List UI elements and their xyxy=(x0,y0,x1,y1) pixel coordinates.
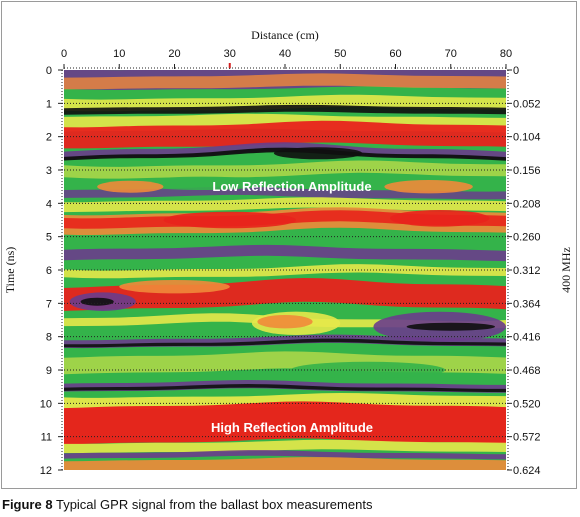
band-yellow-6ns xyxy=(64,264,506,279)
x-tick-label: 10 xyxy=(113,48,125,60)
x-tick-label: 80 xyxy=(500,48,512,60)
gpr-radargram-figure: Distance (cm) Time (ns) 400 MHz 0 10 20 30 4… xyxy=(3,28,573,477)
blob-red-4.5 xyxy=(163,211,297,229)
y-tick-label: 11 xyxy=(41,432,52,444)
caption-label: Figure 8 xyxy=(2,497,53,512)
y-tick-label: 9 xyxy=(46,365,52,377)
blob-orange-3.5 xyxy=(384,180,473,194)
y-axis-title: Time (ns) xyxy=(3,247,17,294)
right-tick-label: 0.520 xyxy=(513,398,541,410)
x-tick-label: 40 xyxy=(279,48,291,60)
band-yellow-4ns xyxy=(64,197,506,213)
right-tick-label: 0.260 xyxy=(513,232,541,244)
x-tick-label: 70 xyxy=(445,48,457,60)
radargram-image xyxy=(64,70,506,470)
y-tick-label: 8 xyxy=(46,332,52,344)
blob-black-left xyxy=(80,297,114,306)
band-red-2ns xyxy=(64,120,506,149)
blob-orange-7.6 xyxy=(257,315,313,329)
right-axis: 0 0.052 0.104 0.156 0.208 0.260 0.312 0.364 0.41… xyxy=(507,65,541,477)
blob-green-3.4 xyxy=(135,176,269,190)
x-tick-label: 50 xyxy=(334,48,346,60)
band-yellow-3ns xyxy=(64,160,506,179)
blob-orange-left-3.5 xyxy=(97,180,164,193)
right-tick-label: 0.624 xyxy=(513,465,541,477)
right-tick-label: 0 xyxy=(513,65,519,77)
band-purple-3.7ns xyxy=(64,186,506,200)
right-tick-label: 0.312 xyxy=(513,265,541,277)
y-tick-label: 1 xyxy=(46,98,52,110)
y-tick-label: 6 xyxy=(46,265,52,277)
y-tick-label: 3 xyxy=(46,165,52,177)
band-red-10.5ns xyxy=(64,401,506,445)
blob-black-right-7.7 xyxy=(406,322,495,331)
band-black-8ns xyxy=(64,338,506,348)
right-tick-label: 0.208 xyxy=(513,198,541,210)
y-tick-label: 12 xyxy=(40,465,52,477)
x-tick-label: 20 xyxy=(168,48,180,60)
x-tick-label: 0 xyxy=(61,48,67,60)
figure-caption: Figure 8 Typical GPR signal from the bal… xyxy=(2,497,372,512)
right-tick-label: 0.468 xyxy=(513,365,541,377)
band-black-1 xyxy=(64,104,506,115)
right-tick-label: 0.572 xyxy=(513,432,541,444)
right-tick-label: 0.052 xyxy=(513,98,541,110)
right-tick-label: 0.416 xyxy=(513,332,541,344)
right-tick-label: 0.104 xyxy=(513,132,541,144)
blob-orange-6.5 xyxy=(119,280,230,294)
x-axis-title: Distance (cm) xyxy=(251,28,319,42)
x-axis: 0 10 20 30 40 50 60 70 80 xyxy=(61,48,512,69)
blob-black-2.5 xyxy=(273,147,363,160)
band-yellow-11ns xyxy=(64,439,506,453)
band-black-9.5ns xyxy=(64,384,506,393)
x-tick-label: 60 xyxy=(389,48,401,60)
y-tick-label: 4 xyxy=(46,198,52,210)
band-purple-11.5ns xyxy=(64,450,506,460)
band-orange-top xyxy=(64,73,506,90)
band-black-2.5ns xyxy=(64,147,506,161)
low-reflection-annotation: Low Reflection Amplitude xyxy=(212,179,371,194)
blob-red-right-4.5 xyxy=(390,210,490,227)
high-reflection-annotation: High Reflection Amplitude xyxy=(211,420,373,435)
right-tick-label: 0.156 xyxy=(513,165,541,177)
band-orange-12ns xyxy=(64,457,506,470)
band-purple-5.5ns xyxy=(64,244,506,262)
y-tick-label: 5 xyxy=(46,232,52,244)
right-axis-title: 400 MHz xyxy=(559,247,573,293)
y-tick-label: 2 xyxy=(46,132,52,144)
x-tick-label: 30 xyxy=(224,48,236,60)
caption-text: Typical GPR signal from the ballast box … xyxy=(55,497,373,512)
right-tick-label: 0.364 xyxy=(513,298,541,310)
y-tick-label: 7 xyxy=(46,298,52,310)
reflection-bands xyxy=(64,70,506,470)
y-tick-label: 10 xyxy=(40,398,52,410)
y-tick-label: 0 xyxy=(46,65,52,77)
